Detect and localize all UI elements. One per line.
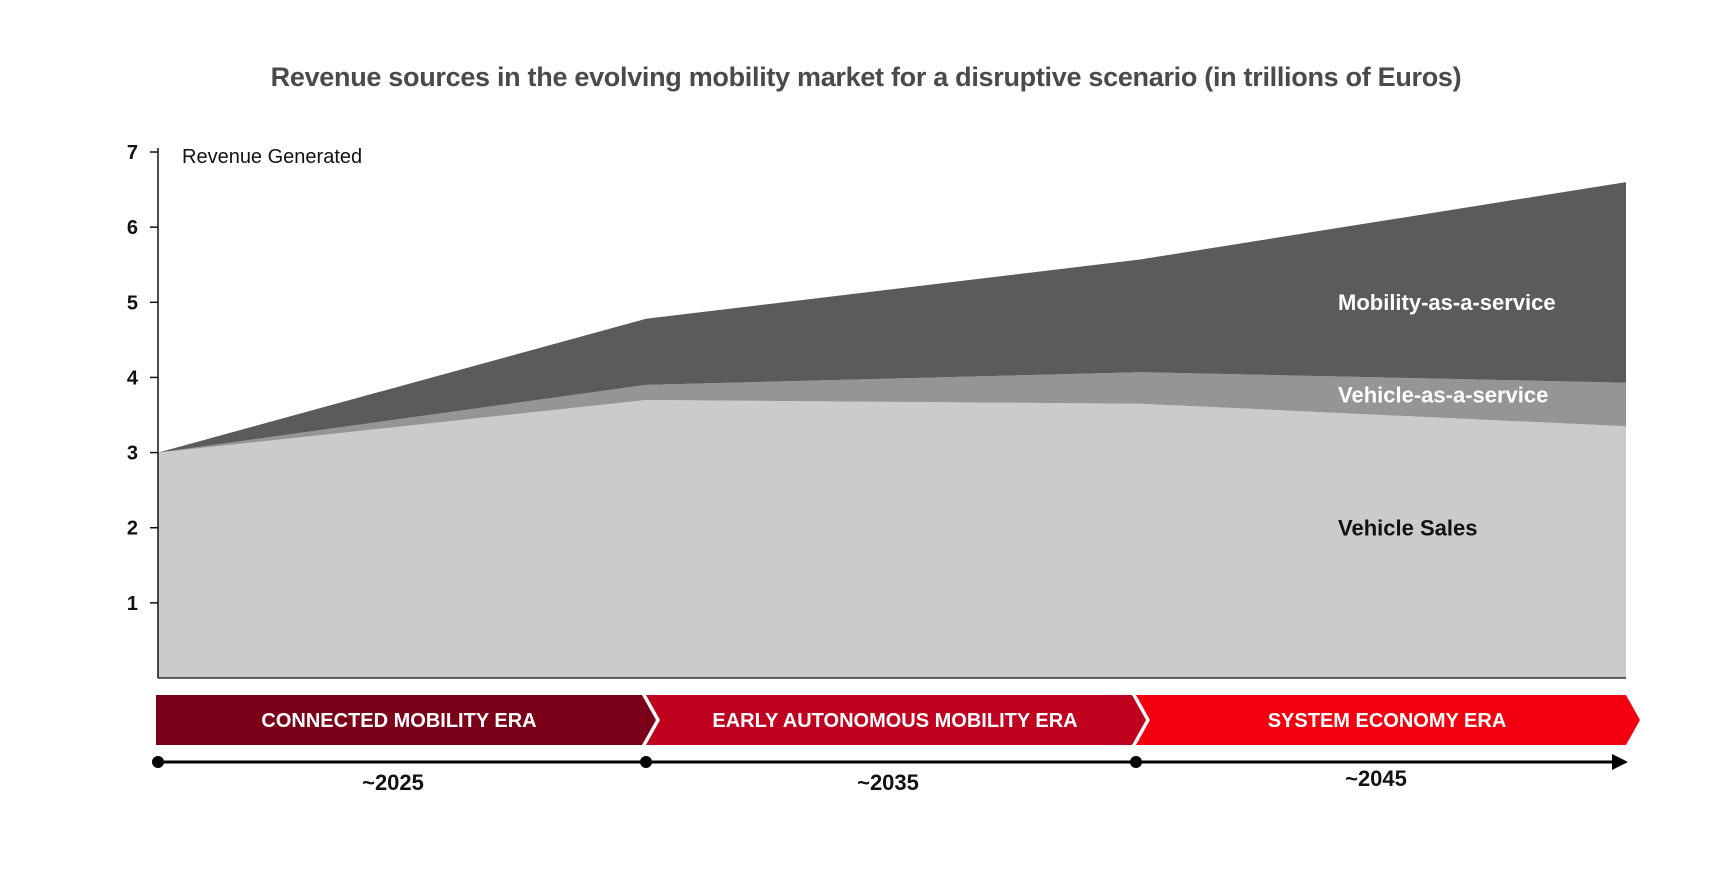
y-tick-label: 1 (127, 593, 138, 615)
timeline-dot (152, 756, 164, 768)
area-vehicle-as-a-service (158, 372, 1626, 453)
era-label: CONNECTED MOBILITY ERA (261, 710, 536, 732)
era-chevron (1136, 695, 1640, 745)
series-label: Mobility-as-a-service (1338, 290, 1556, 315)
y-axis: 1 2 3 4 5 6 7 Revenue Generated (127, 142, 1626, 679)
stacked-areas (158, 182, 1626, 678)
y-tick-label: 4 (127, 367, 139, 389)
series-label: Vehicle Sales (1338, 516, 1477, 541)
arrow-head-icon (1612, 754, 1628, 770)
era-label: EARLY AUTONOMOUS MOBILITY ERA (712, 710, 1077, 732)
era-banner: CONNECTED MOBILITY ERA EARLY AUTONOMOUS M… (156, 695, 1640, 745)
y-axis-title: Revenue Generated (182, 146, 362, 168)
chart-title: Revenue sources in the evolving mobility… (270, 62, 1462, 92)
series-label: Vehicle-as-a-service (1338, 383, 1548, 408)
era-chevron (646, 695, 1146, 745)
timeline-year-label: ~2045 (1345, 766, 1407, 791)
timeline-dot (640, 756, 652, 768)
era-chevron (156, 695, 656, 745)
area-mobility-as-a-service (158, 182, 1626, 453)
y-tick-label: 3 (127, 443, 138, 465)
y-tick-label: 6 (127, 217, 138, 239)
y-tick-label: 7 (127, 142, 138, 164)
series-labels: Vehicle Sales Vehicle-as-a-service Mobilit… (1338, 290, 1556, 541)
y-tick-label: 2 (127, 518, 138, 540)
timeline-year-label: ~2035 (857, 770, 919, 795)
area-vehicle-sales (158, 400, 1626, 678)
timeline-year-label: ~2025 (362, 770, 424, 795)
timeline: ~2025 ~2035 ~2045 (152, 754, 1628, 795)
y-tick-label: 5 (127, 292, 138, 314)
era-label: SYSTEM ECONOMY ERA (1268, 710, 1507, 732)
timeline-dot (1130, 756, 1142, 768)
